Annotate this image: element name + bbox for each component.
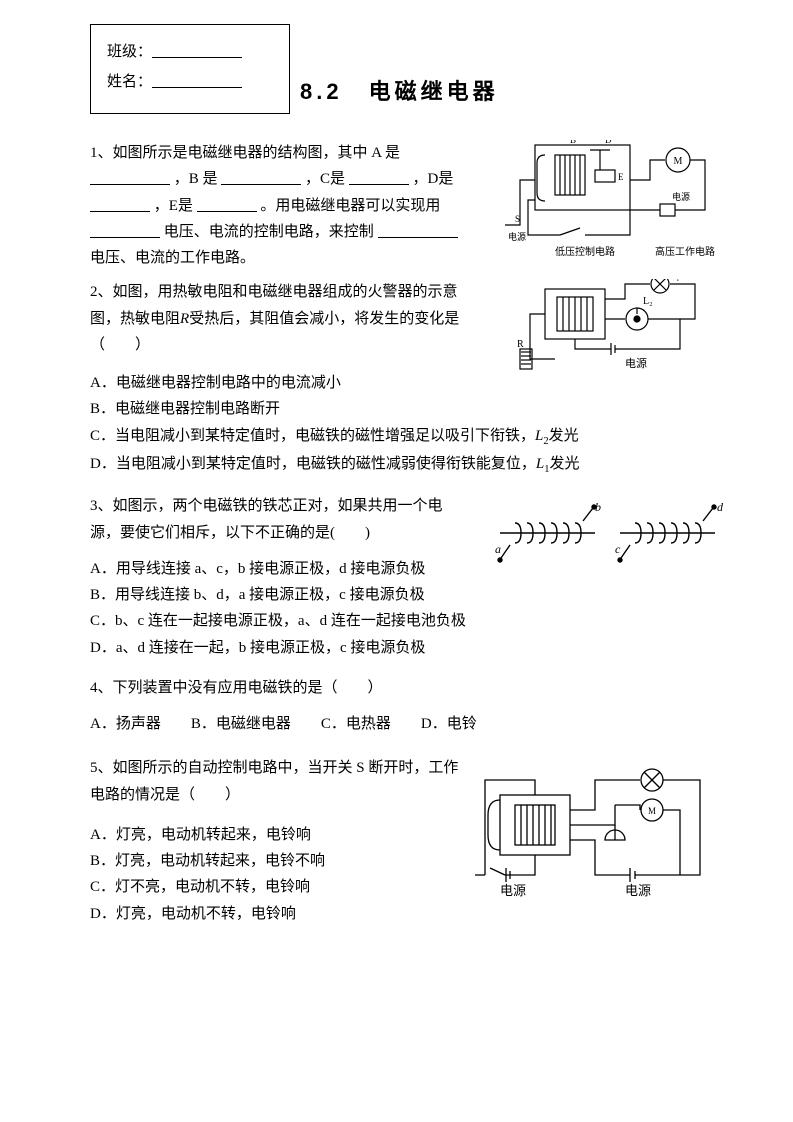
q2-l1: L [536, 456, 544, 472]
q2-opt-c[interactable]: C．当电阻减小到某特定值时，电磁铁的磁性增强足以吸引下衔铁，L2发光 [90, 423, 705, 451]
svg-text:低压控制电路: 低压控制电路 [555, 245, 615, 258]
relay-diagram-icon: M S 电源 低压控制电路 高压工作电路 B D E 电源 [500, 140, 725, 260]
question-4: 4、下列装置中没有应用电磁铁的是（ ） A．扬声器 B．电磁继电器 C．电热器 … [90, 675, 705, 738]
svg-text:D: D [605, 140, 612, 145]
q2-opt-d[interactable]: D．当电阻减小到某特定值时，电磁铁的磁性减弱使得衔铁能复位，L1发光 [90, 451, 705, 479]
q1-stem: 1、如图所示是电磁继电器的结构图，其中 A 是 ，B 是 ，C是 ，D是 ，E是… [90, 140, 460, 271]
svg-text:电源: 电源 [508, 231, 526, 242]
svg-text:S: S [515, 214, 520, 224]
svg-text:电源: 电源 [500, 883, 526, 898]
q3-opt-d[interactable]: D．a、d 连接在一起，b 接电源正极，c 接电源负极 [90, 635, 705, 661]
q1-diagram: M S 电源 低压控制电路 高压工作电路 B D E 电源 [500, 140, 725, 260]
q4-opt-d[interactable]: D．电铃 [421, 711, 477, 737]
q4-opt-b[interactable]: B．电磁继电器 [191, 711, 291, 737]
svg-text:b: b [595, 503, 601, 514]
fire-alarm-diagram-icon: L₁ L₂ 电源 R [515, 279, 725, 379]
class-row: 班级： [107, 37, 273, 67]
two-coils-diagram-icon: a b c d [495, 503, 725, 563]
q2-r: R [180, 311, 189, 327]
svg-text:a: a [495, 542, 501, 556]
svg-text:电源: 电源 [625, 883, 651, 898]
q4-options: A．扬声器 B．电磁继电器 C．电热器 D．电铃 [90, 711, 705, 737]
q3-options: A．用导线连接 a、c，b 接电源正极，d 接电源负极 B．用导线连接 b、d，… [90, 556, 705, 661]
worksheet-page: 班级： 姓名： 8.2 电磁继电器 1、如图所示是电磁继电器的结构图，其中 A … [0, 0, 793, 1122]
name-label: 姓名： [107, 74, 152, 90]
q2-opt-b[interactable]: B．电磁继电器控制电路断开 [90, 396, 705, 422]
svg-text:M: M [674, 156, 683, 167]
q2-options: A．电磁继电器控制电路中的电流减小 B．电磁继电器控制电路断开 C．当电阻减小到… [90, 370, 705, 479]
question-1: 1、如图所示是电磁继电器的结构图，其中 A 是 ，B 是 ，C是 ，D是 ，E是… [90, 140, 705, 271]
q1-blank-b[interactable] [221, 170, 301, 185]
q4-stem: 4、下列装置中没有应用电磁铁的是（ ） [90, 675, 705, 701]
student-info-box: 班级： 姓名： [90, 24, 290, 114]
q2-d-1: D．当电阻减小到某特定值时，电磁铁的磁性减弱使得衔铁能复位， [90, 456, 536, 472]
q2-d-2: 发光 [549, 456, 579, 472]
content-area: 1、如图所示是电磁继电器的结构图，其中 A 是 ，B 是 ，C是 ，D是 ，E是… [90, 140, 705, 935]
svg-text:L₂: L₂ [643, 296, 653, 307]
q1-blank-g[interactable] [378, 223, 458, 238]
svg-text:M: M [648, 806, 656, 816]
auto-control-diagram-icon: M 电源 电源 [475, 765, 725, 915]
q1-blank-f[interactable] [90, 223, 160, 238]
q3-diagram: a b c d [495, 503, 725, 563]
class-label: 班级： [107, 44, 152, 60]
q1-t7: 电压、电流的控制电路，来控制 [164, 224, 374, 240]
name-row: 姓名： [107, 67, 273, 97]
svg-text:d: d [717, 503, 724, 514]
q3-stem: 3、如图示，两个电磁铁的铁芯正对，如果共用一个电源，要使它们相斥，以下不正确的是… [90, 493, 460, 546]
q1-t2: ，B 是 [174, 171, 218, 187]
q2-c-2: 发光 [549, 428, 579, 444]
svg-text:电源: 电源 [625, 356, 647, 370]
q3-opt-b[interactable]: B．用导线连接 b、d，a 接电源正极，c 接电源负极 [90, 582, 705, 608]
q1-t1: 1、如图所示是电磁继电器的结构图，其中 A 是 [90, 145, 400, 161]
q2-c-1: C．当电阻减小到某特定值时，电磁铁的磁性增强足以吸引下衔铁， [90, 428, 535, 444]
q1-t8: 电压、电流的工作电路。 [90, 250, 255, 266]
svg-text:电源: 电源 [672, 191, 690, 202]
q1-blank-a[interactable] [90, 170, 170, 185]
q1-t6: 。用电磁继电器可以实现用 [260, 198, 440, 214]
q3-opt-c[interactable]: C．b、c 连在一起接电源正极，a、d 连在一起接电池负极 [90, 608, 705, 634]
svg-text:L₁: L₁ [670, 279, 680, 282]
question-3: 3、如图示，两个电磁铁的铁芯正对，如果共用一个电源，要使它们相斥，以下不正确的是… [90, 493, 705, 661]
svg-text:c: c [615, 542, 621, 556]
q1-t3: ，C是 [305, 171, 345, 187]
q2-stem: 2、如图，用热敏电阻和电磁继电器组成的火警器的示意图，热敏电阻R受热后，其阻值会… [90, 279, 460, 358]
q5-diagram: M 电源 电源 [475, 765, 725, 915]
question-2: 2、如图，用热敏电阻和电磁继电器组成的火警器的示意图，热敏电阻R受热后，其阻值会… [90, 279, 705, 479]
q1-t5: ，E是 [154, 198, 193, 214]
q1-blank-e[interactable] [197, 197, 257, 212]
q1-t4: ，D是 [413, 171, 454, 187]
q1-blank-d[interactable] [90, 197, 150, 212]
svg-text:E: E [618, 172, 624, 182]
svg-text:高压工作电路: 高压工作电路 [655, 245, 715, 258]
svg-text:B: B [570, 140, 576, 145]
q4-opt-c[interactable]: C．电热器 [321, 711, 391, 737]
name-blank[interactable] [152, 73, 242, 88]
q4-opt-a[interactable]: A．扬声器 [90, 711, 161, 737]
q1-blank-c[interactable] [349, 170, 409, 185]
page-title: 8.2 电磁继电器 [300, 74, 499, 106]
q5-stem: 5、如图所示的自动控制电路中，当开关 S 断开时，工作电路的情况是（ ） [90, 755, 460, 808]
svg-text:R: R [517, 339, 524, 350]
class-blank[interactable] [152, 43, 242, 58]
q2-diagram: L₁ L₂ 电源 R [515, 279, 725, 379]
question-5: 5、如图所示的自动控制电路中，当开关 S 断开时，工作电路的情况是（ ） A．灯… [90, 755, 705, 927]
